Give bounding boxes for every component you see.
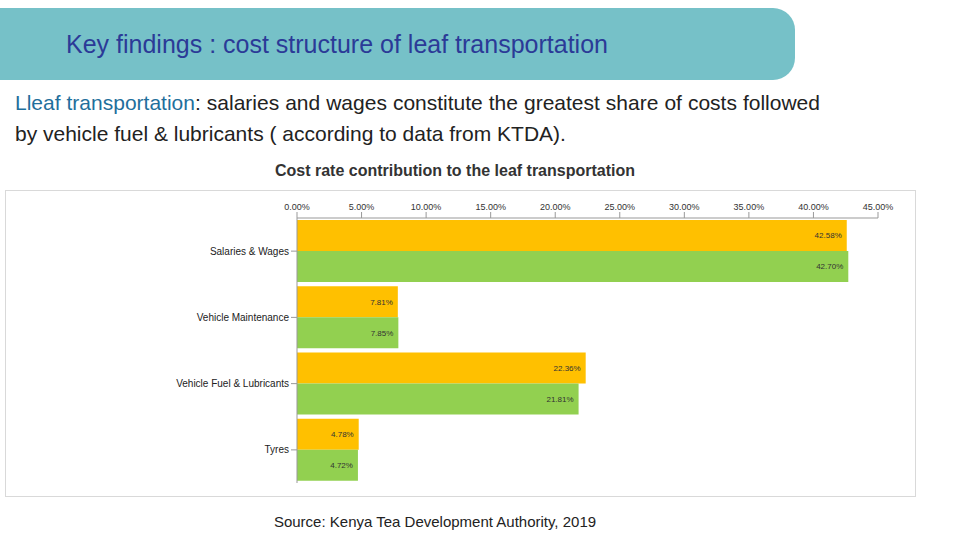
svg-text:10.00%: 10.00% xyxy=(411,202,442,212)
svg-text:42.58%: 42.58% xyxy=(815,231,842,240)
html-text:Key findings : cost structure: Key findings : cost structure of leaf tr… xyxy=(66,29,608,58)
svg-text:4.72%: 4.72% xyxy=(330,461,353,470)
svg-text:0.00%: 0.00% xyxy=(284,202,310,212)
svg-text:40.00%: 40.00% xyxy=(798,202,829,212)
svg-text:Vehicle Fuel & Lubricants: Vehicle Fuel & Lubricants xyxy=(176,378,289,389)
html-text:Lleaf transportation: salaries: Lleaf transportation: salaries and wages… xyxy=(15,91,820,145)
svg-text:42.70%: 42.70% xyxy=(816,262,843,271)
svg-text:45.00%: 45.00% xyxy=(863,202,894,212)
svg-text:Vehicle Maintenance: Vehicle Maintenance xyxy=(197,312,290,323)
svg-text:7.81%: 7.81% xyxy=(370,298,393,307)
html-text:Cost rate contribution to the: Cost rate contribution to the leaf trans… xyxy=(275,162,635,179)
svg-text:Tyres: Tyres xyxy=(265,444,289,455)
svg-text:20.00%: 20.00% xyxy=(540,202,571,212)
svg-text:Salaries & Wages: Salaries & Wages xyxy=(210,246,289,257)
svg-text:7.85%: 7.85% xyxy=(371,329,394,338)
html-text:Source: Kenya Tea Development: Source: Kenya Tea Development Authority,… xyxy=(273,513,597,530)
svg-text:4.78%: 4.78% xyxy=(331,430,354,439)
svg-text:30.00%: 30.00% xyxy=(669,202,700,212)
svg-text:15.00%: 15.00% xyxy=(475,202,506,212)
svg-text:22.36%: 22.36% xyxy=(554,364,581,373)
svg-text:5.00%: 5.00% xyxy=(349,202,375,212)
svg-text:25.00%: 25.00% xyxy=(605,202,636,212)
svg-text:35.00%: 35.00% xyxy=(734,202,765,212)
svg-text:21.81%: 21.81% xyxy=(546,395,573,404)
